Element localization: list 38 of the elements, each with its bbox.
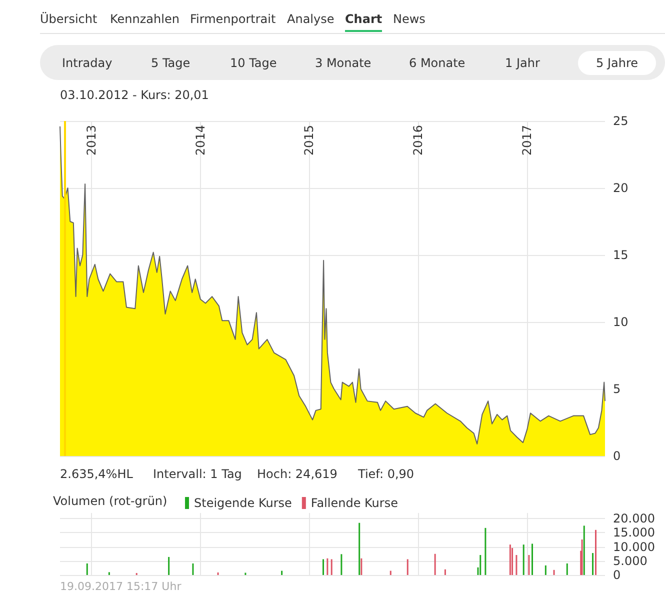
- legend-label: Fallende Kurse: [310, 496, 398, 510]
- x-tick-label: 2015: [302, 125, 316, 156]
- y-tick-label: 10.000: [613, 540, 655, 554]
- text: 19.09.2017 15:17 Uhr: [60, 580, 182, 593]
- text: 6 Monate: [409, 56, 466, 70]
- text: 5 Jahre: [578, 51, 656, 75]
- x-tick-label: 2013: [84, 125, 99, 156]
- y-tick-label: 15: [613, 248, 628, 262]
- y-tick-label: 5.000: [613, 554, 648, 568]
- text: Hoch: 24,619: [257, 467, 338, 481]
- y-tick-label: 15.000: [613, 526, 655, 540]
- y-tick-label: 5: [613, 382, 621, 396]
- legend-label: Steigende Kurse: [194, 496, 292, 510]
- x-tick-label: 2016: [411, 125, 426, 156]
- text: Kennzahlen: [110, 12, 180, 26]
- chart-title: Volumen (rot-grün): [53, 494, 168, 508]
- text: Analyse: [287, 12, 334, 26]
- text: Firmenportrait: [190, 12, 276, 26]
- text: Intraday: [62, 56, 112, 70]
- y-tick-label: 0: [613, 568, 621, 582]
- ref-line-label: 03.10.2012 - Kurs: 20,01: [60, 88, 209, 102]
- text: 2.635,4%HL: [60, 467, 133, 481]
- text: Tief: 0,90: [358, 467, 414, 481]
- text: 10 Tage: [230, 56, 277, 70]
- y-tick-label: 20: [613, 181, 628, 195]
- text: Übersicht: [40, 12, 98, 26]
- y-tick-label: 10: [613, 315, 628, 329]
- text: 1 Jahr: [505, 56, 540, 70]
- y-tick-label: 25: [613, 114, 628, 128]
- x-tick-label: 2014: [193, 125, 208, 156]
- text: Intervall: 1 Tag: [153, 467, 242, 481]
- text: News: [393, 12, 426, 26]
- text: 3 Monate: [315, 56, 372, 70]
- text: 5 Tage: [151, 56, 190, 70]
- x-tick-label: 2017: [520, 125, 534, 156]
- y-tick-label: 0: [613, 449, 621, 463]
- text: Chart: [345, 12, 382, 32]
- y-tick-label: 20.000: [613, 512, 655, 526]
